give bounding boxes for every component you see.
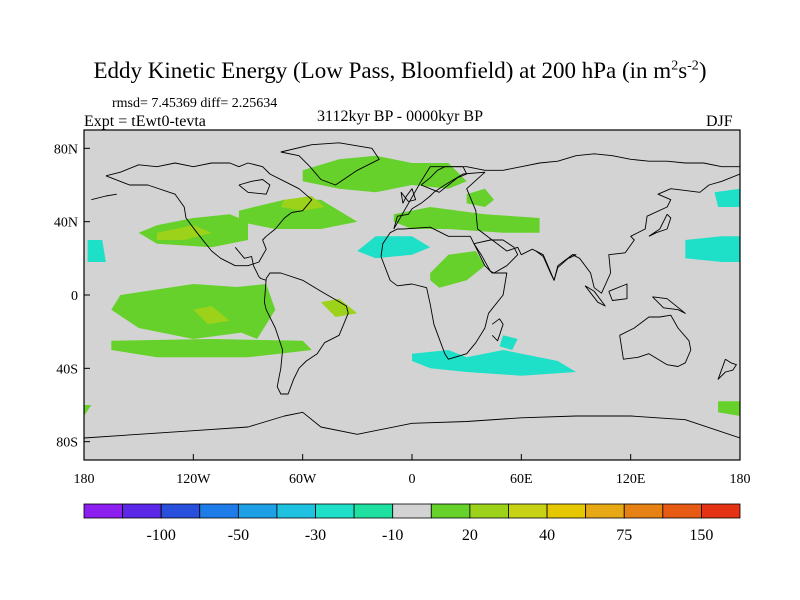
colorbar-label: -10 [382,527,403,544]
x-tick-label: 120E [616,472,646,487]
colorbar-swatch [508,503,548,519]
colorbar-swatch [315,503,355,519]
colorbar-swatch [237,503,278,519]
anomaly-region [718,401,740,416]
experiment-label: Expt = tEwt0-tevta [84,113,206,130]
period-label: 3112kyr BP - 0000kyr BP [317,108,483,125]
colorbar-label: 150 [689,527,713,544]
coastline-scandinavia [420,166,468,193]
anomaly-region [714,188,740,207]
page-title: Eddy Kinetic Energy (Low Pass, Bloomfiel… [93,58,707,83]
coastline-madagascar [491,318,504,342]
anomaly-region [229,284,276,339]
anomaly-region [357,236,431,259]
y-tick-label: 80S [56,436,78,451]
season-label: DJF [706,113,733,130]
coastline-new-zealand [717,358,737,380]
colorbar-swatch [392,503,432,519]
colorbar-swatch [430,503,471,519]
anomaly-region [499,335,518,350]
coastline-japan [648,213,672,237]
x-axis: 180 120W 60W 0 60E 120E 180 [74,454,751,487]
colorbar [83,503,741,519]
colorbar-labels: -100 -50 -30 -10 20 40 75 150 [147,527,714,544]
coastline-south-america [263,272,349,395]
colorbar-label: -50 [228,527,249,544]
colorbar-swatch [199,503,239,519]
colorbar-label: -30 [305,527,326,544]
coastline-borneo-indonesia [608,283,628,301]
anomaly-region [685,236,740,262]
anomaly-region [430,251,485,288]
colorbar-swatch [546,503,587,519]
coastline-antarctica [84,411,740,439]
colorbar-label: 40 [539,527,555,544]
coastline-africa [380,226,508,360]
colorbar-label: 75 [616,527,632,544]
colorbar-swatch [585,503,625,519]
x-tick-label: 120W [176,472,211,487]
colorbar-swatch [122,503,162,519]
anomaly-region [238,199,358,229]
colorbar-label: 20 [462,527,478,544]
anomaly-region [156,225,212,240]
coastline-europe-asia [393,153,740,294]
coastline-new-guinea [652,296,686,314]
colorbar-swatch [662,503,702,519]
coastline-australia [619,314,692,367]
coastline-gulf-of-mexico-yucatan [234,247,267,281]
x-tick-label: 0 [409,472,416,487]
colorbar-swatch [353,503,394,519]
colorbar-swatch [160,503,201,519]
coastline-greenland [280,142,380,186]
y-tick-label: 40S [56,362,78,377]
anomaly-region [111,339,312,358]
coastline-alaska-islands [91,193,117,201]
coastline-sumatra [584,285,606,307]
anomaly-region [111,284,267,339]
anomaly-region [84,405,92,416]
coastline-uk [400,188,417,204]
statistics-label: rmsd= 7.45369 diff= 2.25634 [112,96,278,111]
colorbar-label: -100 [147,527,176,544]
y-tick-label: 80N [54,142,78,157]
anomaly-region [393,207,540,233]
colorbar-swatch [469,503,509,519]
anomaly-region [193,306,230,325]
anomaly-region [280,196,325,211]
y-tick-label: 40N [54,216,78,231]
x-tick-label: 60E [510,472,533,487]
coastlines [84,142,740,439]
colorbar-swatch [623,503,664,519]
anomaly-fills [84,155,740,416]
coastline-arabian-peninsula [473,239,519,274]
colorbar-swatch [276,503,316,519]
y-tick-label: 0 [71,289,78,304]
x-tick-label: 60W [289,472,317,487]
coastline-hudson-bay [238,179,271,195]
anomaly-region [87,240,106,262]
anomaly-region [302,155,467,193]
anomaly-region [466,188,494,207]
colorbar-swatch [701,503,741,519]
x-tick-label: 180 [730,472,751,487]
coastline-india [535,250,577,281]
colorbar-swatch [83,503,123,519]
anomaly-region [412,350,576,376]
coastline-north-america [105,162,313,267]
x-tick-label: 180 [74,472,95,487]
y-axis: 80N 40N 0 40S 80S [54,142,90,451]
